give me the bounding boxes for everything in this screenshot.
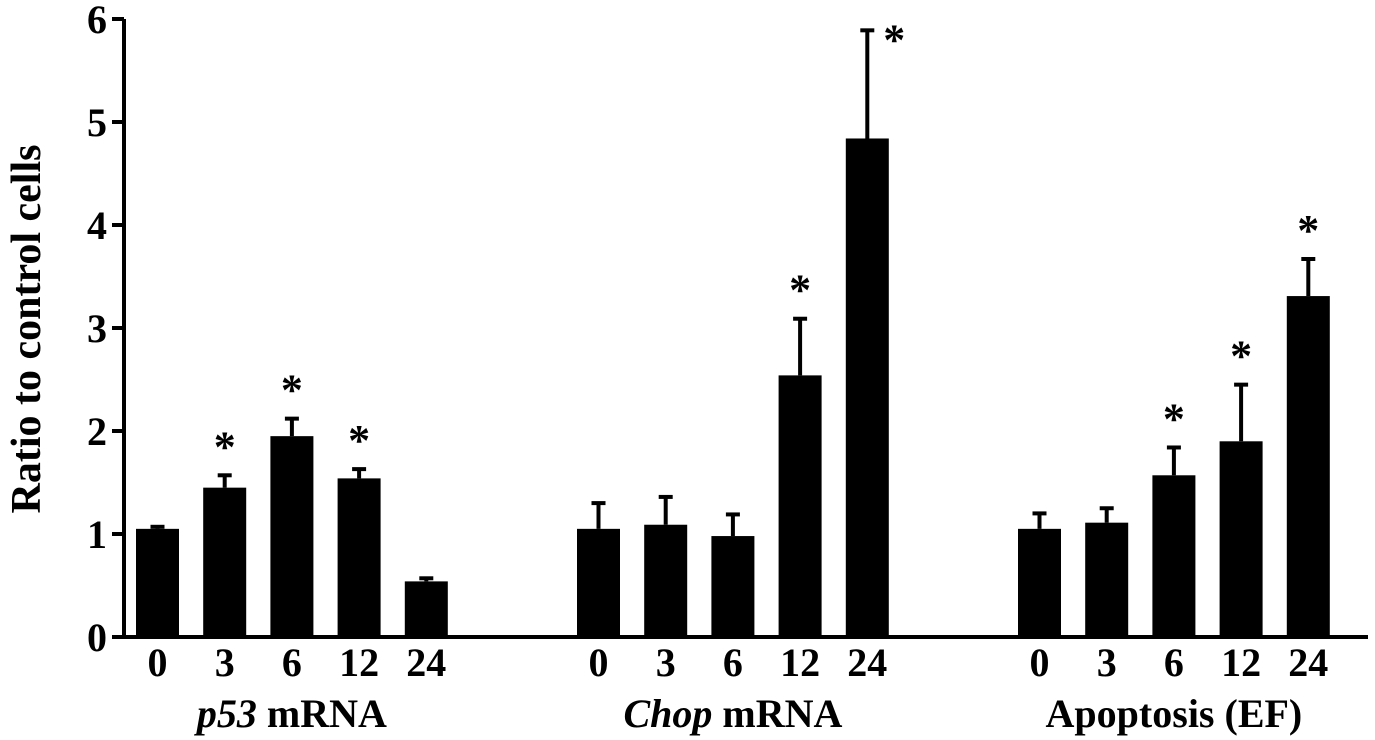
significance-markers: * * * * * * * * (214, 15, 1320, 471)
error-bars (150, 28, 1316, 582)
group-label: Chop mRNA (623, 691, 842, 736)
group-label-text: mRNA (712, 691, 842, 736)
bars (136, 138, 1330, 638)
group-labels: p53 mRNA Chop mRNA Apoptosis (EF) (194, 691, 1302, 736)
x-tick-label: 12 (339, 640, 379, 685)
x-tick-label: 3 (215, 640, 235, 685)
y-tick-label: 4 (87, 203, 107, 248)
bar (845, 138, 889, 638)
y-axis-label: Ratio to control cells (4, 145, 50, 514)
group-label-text: mRNA (257, 691, 387, 736)
x-tick-label: 24 (406, 640, 446, 685)
x-tick-label: 24 (847, 640, 887, 685)
significance-star: * (1297, 206, 1319, 255)
group-label: p53 mRNA (194, 691, 387, 736)
x-tick-label: 3 (656, 640, 676, 685)
bar (577, 528, 620, 637)
x-tick-labels: 0 3 6 12 24 0 3 6 12 24 0 3 6 12 24 (148, 640, 1329, 685)
x-tick-label: 6 (723, 640, 743, 685)
x-tick-label: 12 (780, 640, 820, 685)
x-tick-label: 6 (282, 640, 302, 685)
x-tick-label: 24 (1288, 640, 1328, 685)
bar (778, 375, 822, 637)
y-tick-label: 0 (87, 615, 107, 660)
group-label-italic: p53 (194, 691, 257, 736)
significance-star: * (883, 15, 905, 64)
significance-star: * (348, 416, 370, 465)
y-axis: 0 1 2 3 4 5 6 (87, 0, 126, 660)
y-tick-label: 5 (87, 100, 107, 145)
y-tick-label: 6 (87, 0, 107, 42)
y-tick-label: 2 (87, 409, 107, 454)
group-label: Apoptosis (EF) (1046, 691, 1303, 736)
x-tick-label: 0 (1030, 640, 1050, 685)
bar (1085, 522, 1129, 637)
bar (136, 528, 179, 637)
bar (644, 524, 688, 637)
x-tick-label: 12 (1221, 640, 1261, 685)
x-tick-label: 0 (148, 640, 168, 685)
significance-star: * (1163, 394, 1185, 443)
significance-star: * (214, 422, 236, 471)
bar (1152, 475, 1196, 637)
group-label-italic: Chop (623, 691, 712, 736)
significance-star: * (281, 366, 303, 415)
y-tick-label: 1 (87, 512, 107, 557)
bar (1219, 441, 1263, 637)
y-tick-label: 3 (87, 306, 107, 351)
significance-star: * (1230, 332, 1252, 381)
significance-star: * (789, 266, 811, 315)
bar (203, 487, 247, 637)
x-tick-label: 3 (1097, 640, 1117, 685)
bar (711, 536, 755, 637)
x-tick-label: 6 (1164, 640, 1184, 685)
bar (404, 581, 448, 637)
bar (270, 436, 314, 637)
bar (1018, 528, 1061, 637)
bar (1286, 296, 1330, 637)
group-label-text: Apoptosis (EF) (1046, 691, 1303, 736)
bar (337, 478, 381, 637)
x-tick-label: 0 (589, 640, 609, 685)
